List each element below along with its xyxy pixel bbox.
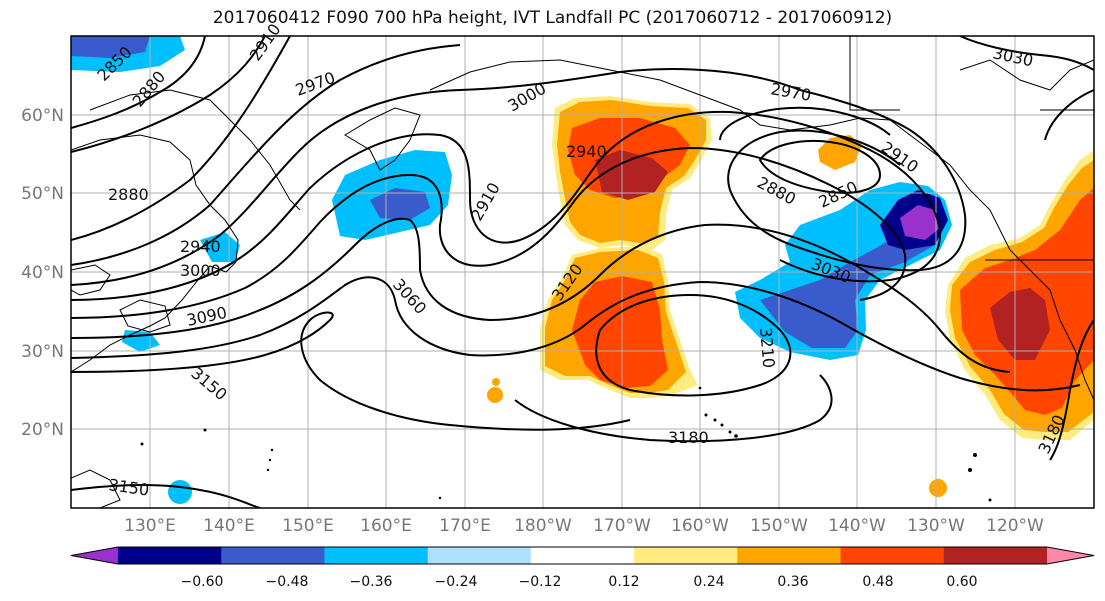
contour-label: 3000 bbox=[180, 261, 221, 280]
colorbar-segment bbox=[118, 547, 222, 564]
colorbar-segment bbox=[530, 547, 635, 564]
lat-tick-label: 60°N bbox=[21, 106, 64, 126]
gridlines bbox=[71, 36, 1094, 508]
lat-tick-label: 30°N bbox=[21, 342, 64, 362]
colorbar-tick-label: 0.48 bbox=[862, 574, 893, 590]
lon-tick-label: 150°E bbox=[282, 516, 334, 536]
lat-tick-label: 20°N bbox=[21, 420, 64, 440]
height-contours bbox=[71, 36, 1094, 508]
colorbar-labels: −0.60 −0.48 −0.36 −0.24 −0.12 0.12 0.24 … bbox=[181, 574, 978, 590]
contour-label: 2940 bbox=[180, 237, 221, 256]
lon-tick-label: 150°W bbox=[750, 516, 808, 536]
colorbar-segment bbox=[427, 547, 532, 564]
colorbar-tick-label: −0.12 bbox=[519, 574, 562, 590]
lon-tick-label: 170°W bbox=[593, 516, 651, 536]
lon-tick-label: 180°W bbox=[514, 516, 572, 536]
contour-label: 2880 bbox=[108, 185, 149, 204]
lon-tick-label: 120°W bbox=[986, 516, 1044, 536]
colorbar-extend-low bbox=[71, 547, 118, 564]
lon-tick-label: 140°E bbox=[203, 516, 255, 536]
contour-label: 3210 bbox=[756, 327, 778, 369]
colorbar-tick-label: 0.36 bbox=[777, 574, 808, 590]
colorbar-tick-label: 0.60 bbox=[946, 574, 977, 590]
lon-axis: 130°E 140°E 150°E 160°E 170°E 180°W 170°… bbox=[124, 516, 1044, 536]
map-title: 2017060412 F090 700 hPa height, IVT Land… bbox=[212, 8, 893, 28]
colorbar-tick-label: 0.24 bbox=[693, 574, 724, 590]
lon-tick-label: 160°E bbox=[360, 516, 412, 536]
ivt-shading bbox=[71, 36, 1094, 504]
colorbar-segment bbox=[324, 547, 429, 564]
colorbar-segment bbox=[943, 547, 1048, 564]
lon-tick-label: 130°W bbox=[907, 516, 965, 536]
lon-tick-label: 170°E bbox=[439, 516, 491, 536]
colorbar-extend-high bbox=[1047, 547, 1094, 564]
colorbar-segment bbox=[840, 547, 945, 564]
lat-tick-label: 50°N bbox=[21, 184, 64, 204]
colorbar-segment bbox=[221, 547, 325, 564]
map-area bbox=[71, 36, 1094, 508]
colorbar-tick-label: −0.24 bbox=[435, 574, 478, 590]
lon-tick-label: 160°W bbox=[671, 516, 729, 536]
colorbar-tick-label: 0.12 bbox=[608, 574, 639, 590]
contour-label: 3180 bbox=[668, 428, 709, 447]
island-dots bbox=[140, 386, 992, 502]
colorbar-segment bbox=[737, 547, 842, 564]
colorbar-outline bbox=[70, 546, 1095, 565]
colorbar-tick-label: −0.48 bbox=[266, 574, 309, 590]
map-frame bbox=[70, 35, 1095, 509]
lat-axis: 60°N 50°N 40°N 30°N 20°N bbox=[21, 106, 64, 440]
lon-tick-label: 130°E bbox=[124, 516, 176, 536]
colorbar-tick-label: −0.60 bbox=[181, 574, 224, 590]
colorbar-tick-label: −0.36 bbox=[350, 574, 393, 590]
lat-tick-label: 40°N bbox=[21, 263, 64, 283]
lon-tick-label: 140°W bbox=[828, 516, 886, 536]
contour-label: 2940 bbox=[566, 142, 607, 161]
colorbar-segment bbox=[634, 547, 738, 564]
colorbar bbox=[70, 546, 1095, 565]
